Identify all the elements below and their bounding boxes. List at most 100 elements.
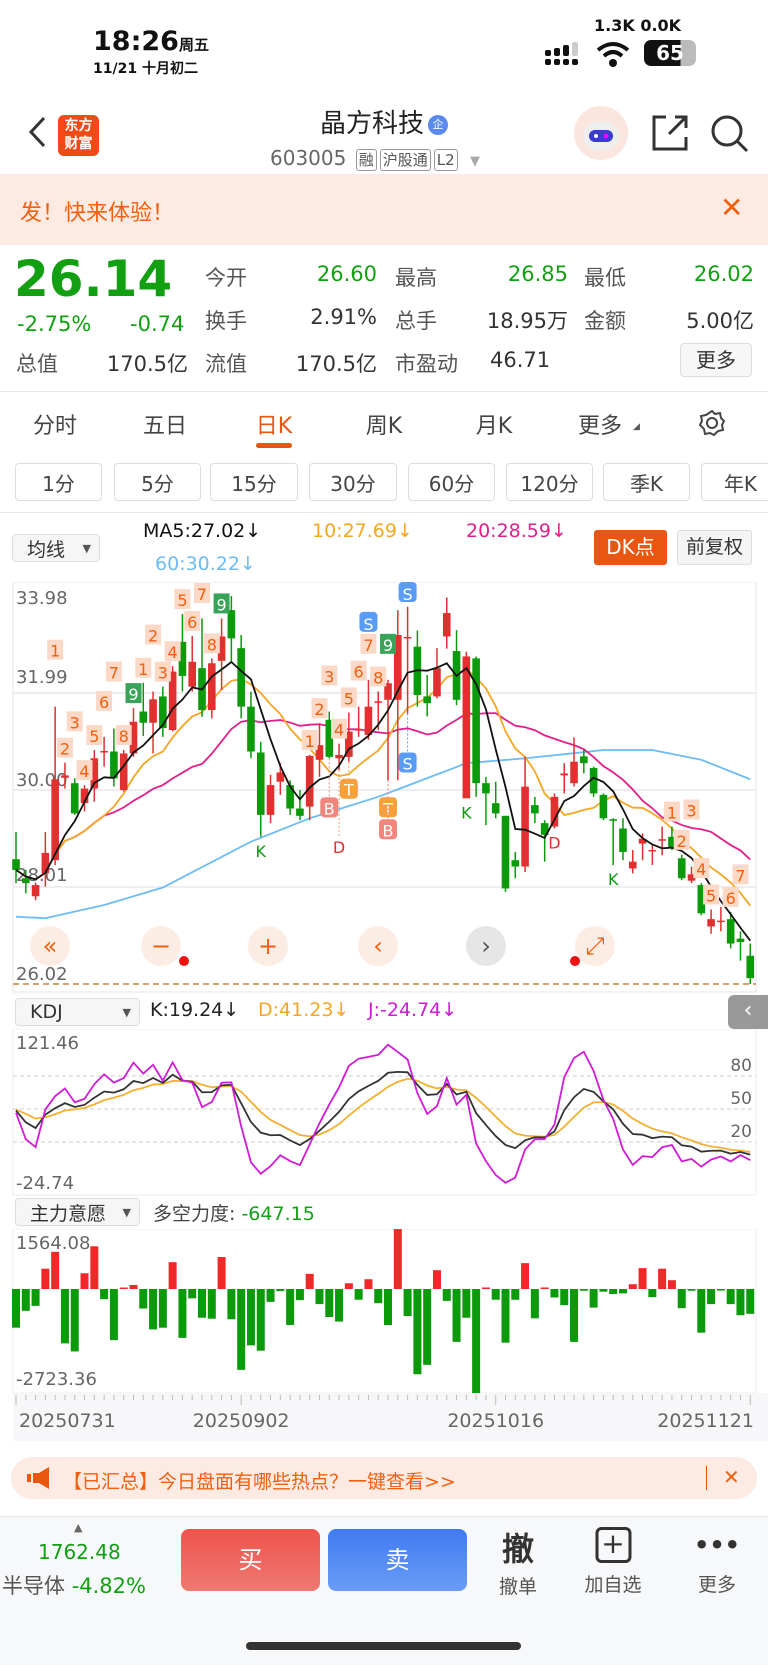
index-value[interactable]: 1762.48 <box>38 1540 121 1564</box>
buy-button[interactable]: 买 <box>181 1529 320 1591</box>
quote-label: 今开 <box>205 266 247 290</box>
interval-button[interactable]: 季K <box>603 463 690 501</box>
collapse-panel-button[interactable]: ‹ <box>728 995 768 1029</box>
dropdown-icon[interactable]: ▼ <box>470 154 481 169</box>
candle-body <box>668 836 676 849</box>
candle-body <box>570 761 578 784</box>
more-button[interactable]: ••• 更多 <box>694 1527 740 1597</box>
force-bar <box>207 1289 216 1319</box>
force-bar <box>100 1289 109 1300</box>
signal-box <box>203 633 220 654</box>
trade-mark-b: B <box>324 799 335 818</box>
quote-value: 26.02 <box>693 262 754 286</box>
scroll-start-icon[interactable]: « <box>30 926 70 966</box>
candle-body <box>31 885 40 897</box>
last-price: 26.14 <box>14 250 173 308</box>
news-banner[interactable]: 【已汇总】今日盘面有哪些热点？一键查看>> ✕ <box>11 1457 757 1499</box>
force-bar <box>158 1289 167 1328</box>
force-select[interactable]: 主力意愿 ▼ <box>15 1198 140 1226</box>
sell-button[interactable]: 卖 <box>328 1529 467 1591</box>
ma-select-label: 均线 <box>27 538 66 561</box>
signal-box <box>301 729 318 750</box>
force-bar <box>51 1251 60 1289</box>
promo-close-icon[interactable]: ✕ <box>720 191 744 224</box>
stock-code-row: 603005 融沪股通 L2 ▼ <box>270 146 480 171</box>
signal-label-num: 3 <box>70 713 80 732</box>
candlestick-chart[interactable]: 33.9831.9930.0028.0126.02123456789123456… <box>0 582 768 994</box>
search-icon[interactable] <box>710 114 750 154</box>
robot-assistant-icon[interactable] <box>574 106 628 160</box>
next-icon[interactable]: › <box>466 926 506 966</box>
signal-label-k: K <box>256 842 267 861</box>
weekday: 周五 <box>178 36 209 54</box>
tab-3[interactable]: 周K <box>365 414 403 439</box>
prev-icon[interactable]: ‹ <box>358 926 398 966</box>
candle-body <box>305 755 314 807</box>
tab-4[interactable]: 月K <box>475 414 513 439</box>
more-quote-button[interactable]: 更多 <box>680 343 752 377</box>
ma-select[interactable]: 均线 ▼ <box>12 534 100 562</box>
interval-button[interactable]: 1分 <box>15 463 102 501</box>
news-close-icon[interactable]: ✕ <box>723 1465 740 1489</box>
interval-button[interactable]: 30分 <box>309 463 397 501</box>
fullscreen-icon[interactable]: ⤢ <box>575 926 615 966</box>
signal-label-nine: 9 <box>216 595 226 614</box>
interval-button[interactable]: 60分 <box>408 463 495 501</box>
wifi-icon <box>596 40 630 68</box>
quote-value: 46.71 <box>490 348 551 372</box>
trade-mark-box <box>379 797 398 818</box>
force-bar <box>149 1289 158 1330</box>
candle-body <box>227 610 236 639</box>
more-tab-arrow-icon: ◢ <box>633 422 640 432</box>
tab-2[interactable]: 日K <box>255 414 293 439</box>
quote-value: 2.91% <box>310 305 377 329</box>
kdj-select[interactable]: KDJ ▼ <box>15 998 140 1026</box>
candle-body <box>423 696 431 704</box>
news-text: 【已汇总】今日盘面有哪些热点？一键查看>> <box>63 1471 456 1493</box>
candle-body <box>315 745 324 760</box>
force-bar <box>599 1289 608 1292</box>
signal-icon <box>545 42 585 66</box>
force-bar <box>628 1284 637 1289</box>
tab-1[interactable]: 五日 <box>142 414 188 439</box>
force-bar <box>139 1289 148 1309</box>
force-bar-chart: 1564.08 -2723.36 20250731 20250902 20251016 2… <box>12 1229 768 1441</box>
force-bar <box>217 1257 226 1289</box>
promo-banner[interactable]: 发！快来体验！ ✕ <box>0 175 768 245</box>
force-bar <box>403 1289 412 1317</box>
ma5-line <box>15 660 751 942</box>
cancel-order-button[interactable]: 撤 撤单 <box>499 1524 537 1599</box>
y-axis-label: 30.00 <box>16 770 68 791</box>
kdj-level-label: 20 <box>730 1122 752 1142</box>
signal-label-num: 1 <box>50 642 60 661</box>
app-logo[interactable]: 东方财富 <box>58 115 99 156</box>
index-row[interactable]: 半导体 -4.82% <box>2 1570 146 1600</box>
share-icon[interactable] <box>651 114 689 152</box>
candle-body <box>619 828 627 852</box>
zoom-out-icon[interactable]: − <box>141 926 181 966</box>
interval-button[interactable]: 15分 <box>210 463 298 501</box>
tab-5[interactable]: 更多 <box>577 414 623 439</box>
interval-button[interactable]: 年K <box>701 463 768 501</box>
force-bar <box>491 1289 500 1300</box>
settings-gear-icon[interactable] <box>698 409 726 437</box>
zoom-in-icon[interactable]: + <box>248 926 288 966</box>
back-button[interactable] <box>22 112 52 152</box>
dropdown-arrow-icon: ▼ <box>122 1005 131 1019</box>
interval-button[interactable]: 5分 <box>114 463 201 501</box>
home-indicator <box>246 1642 521 1650</box>
force-bar <box>521 1263 530 1289</box>
interval-button[interactable]: 120分 <box>506 463 593 501</box>
force-bar <box>21 1289 30 1311</box>
dk-point-button[interactable]: DK点 <box>594 530 667 565</box>
signal-label-num: 2 <box>148 627 158 646</box>
candle-body <box>403 636 412 639</box>
ellipsis-icon: ••• <box>693 1531 741 1559</box>
more-quote-label: 更多 <box>696 348 736 372</box>
add-watchlist-button[interactable]: + 加自选 <box>584 1527 642 1597</box>
force-bar <box>648 1289 657 1298</box>
tab-0[interactable]: 分时 <box>32 414 78 439</box>
kdj-j-value: J:-24.74↓ <box>368 999 458 1021</box>
quote-label: 金额 <box>584 309 626 333</box>
adjust-button[interactable]: 前复权 <box>677 530 752 565</box>
